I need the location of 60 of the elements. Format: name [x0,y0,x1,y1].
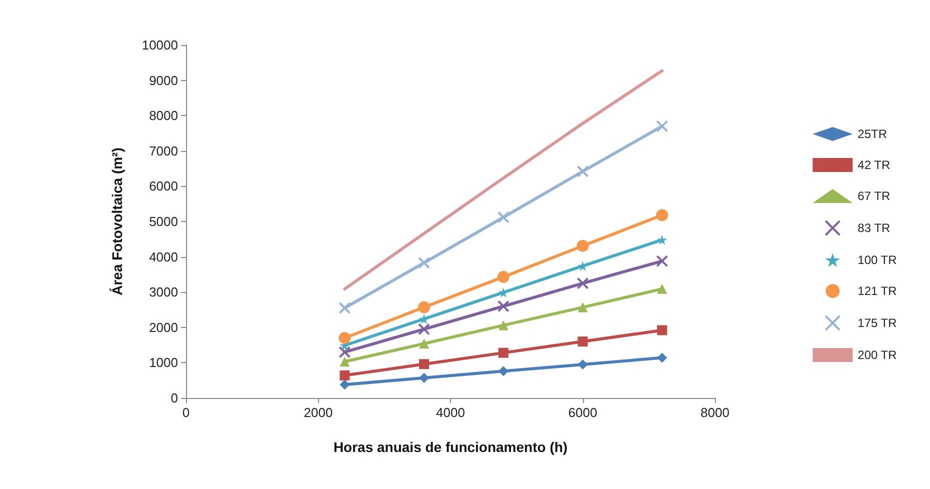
point [497,270,510,283]
point [656,120,668,132]
point [340,356,350,367]
legend-label: 83 TR [858,221,890,235]
y-tick-label: 1000 [149,355,178,370]
point [418,323,430,336]
point [340,370,350,380]
y-axis-title: Área Fotovoltaica (m²) [109,148,125,296]
point [418,256,430,269]
point [656,255,668,268]
y-tick-label: 2000 [149,320,178,335]
y-tick-label: 4000 [149,249,178,264]
point [497,300,510,312]
y-tick-label: 5000 [149,214,178,229]
point [657,352,668,363]
point [498,320,508,330]
y-tick-label: 8000 [149,108,178,124]
point [498,366,508,376]
legend-label: 200 TR [858,348,898,362]
point [576,165,589,178]
legend-label: 67 TR [858,189,890,203]
point [578,302,588,312]
point [338,302,351,314]
y-tick-label: 6000 [149,178,178,194]
x-axis-title: Horas anuais de funcionamento (h) [333,439,568,455]
point [576,277,589,290]
y-tick-label: 0 [170,390,178,406]
point [419,359,430,370]
point [576,240,589,252]
legend-label: 100 TR [858,253,898,267]
x-tick-label: 0 [182,405,190,420]
point [419,372,430,383]
point [578,359,588,370]
point [498,287,508,298]
legend-label: 121 TR [858,284,898,298]
y-tick-label: 3000 [149,284,178,300]
x-tick-label: 8000 [700,405,730,420]
y-tick-label: 7000 [149,143,178,158]
legend-label: 42 TR [858,158,890,172]
point [340,380,350,390]
point [578,336,588,347]
point [657,325,668,336]
point [656,209,668,222]
point [657,284,668,294]
point [497,211,510,224]
point [657,234,668,245]
x-tick-label: 6000 [568,405,598,420]
legend-label: 175 TR [858,316,898,330]
x-tick-label: 4000 [436,405,465,420]
point [338,332,351,344]
point [498,348,508,358]
point [418,301,430,314]
y-tick-label: 9000 [149,72,178,88]
point [419,338,430,349]
x-tick-label: 2000 [304,405,333,420]
legend-label: 25TR [858,127,888,141]
line-series [343,69,664,290]
y-tick-label: 10000 [142,38,178,52]
point [578,260,588,271]
point [338,346,351,358]
